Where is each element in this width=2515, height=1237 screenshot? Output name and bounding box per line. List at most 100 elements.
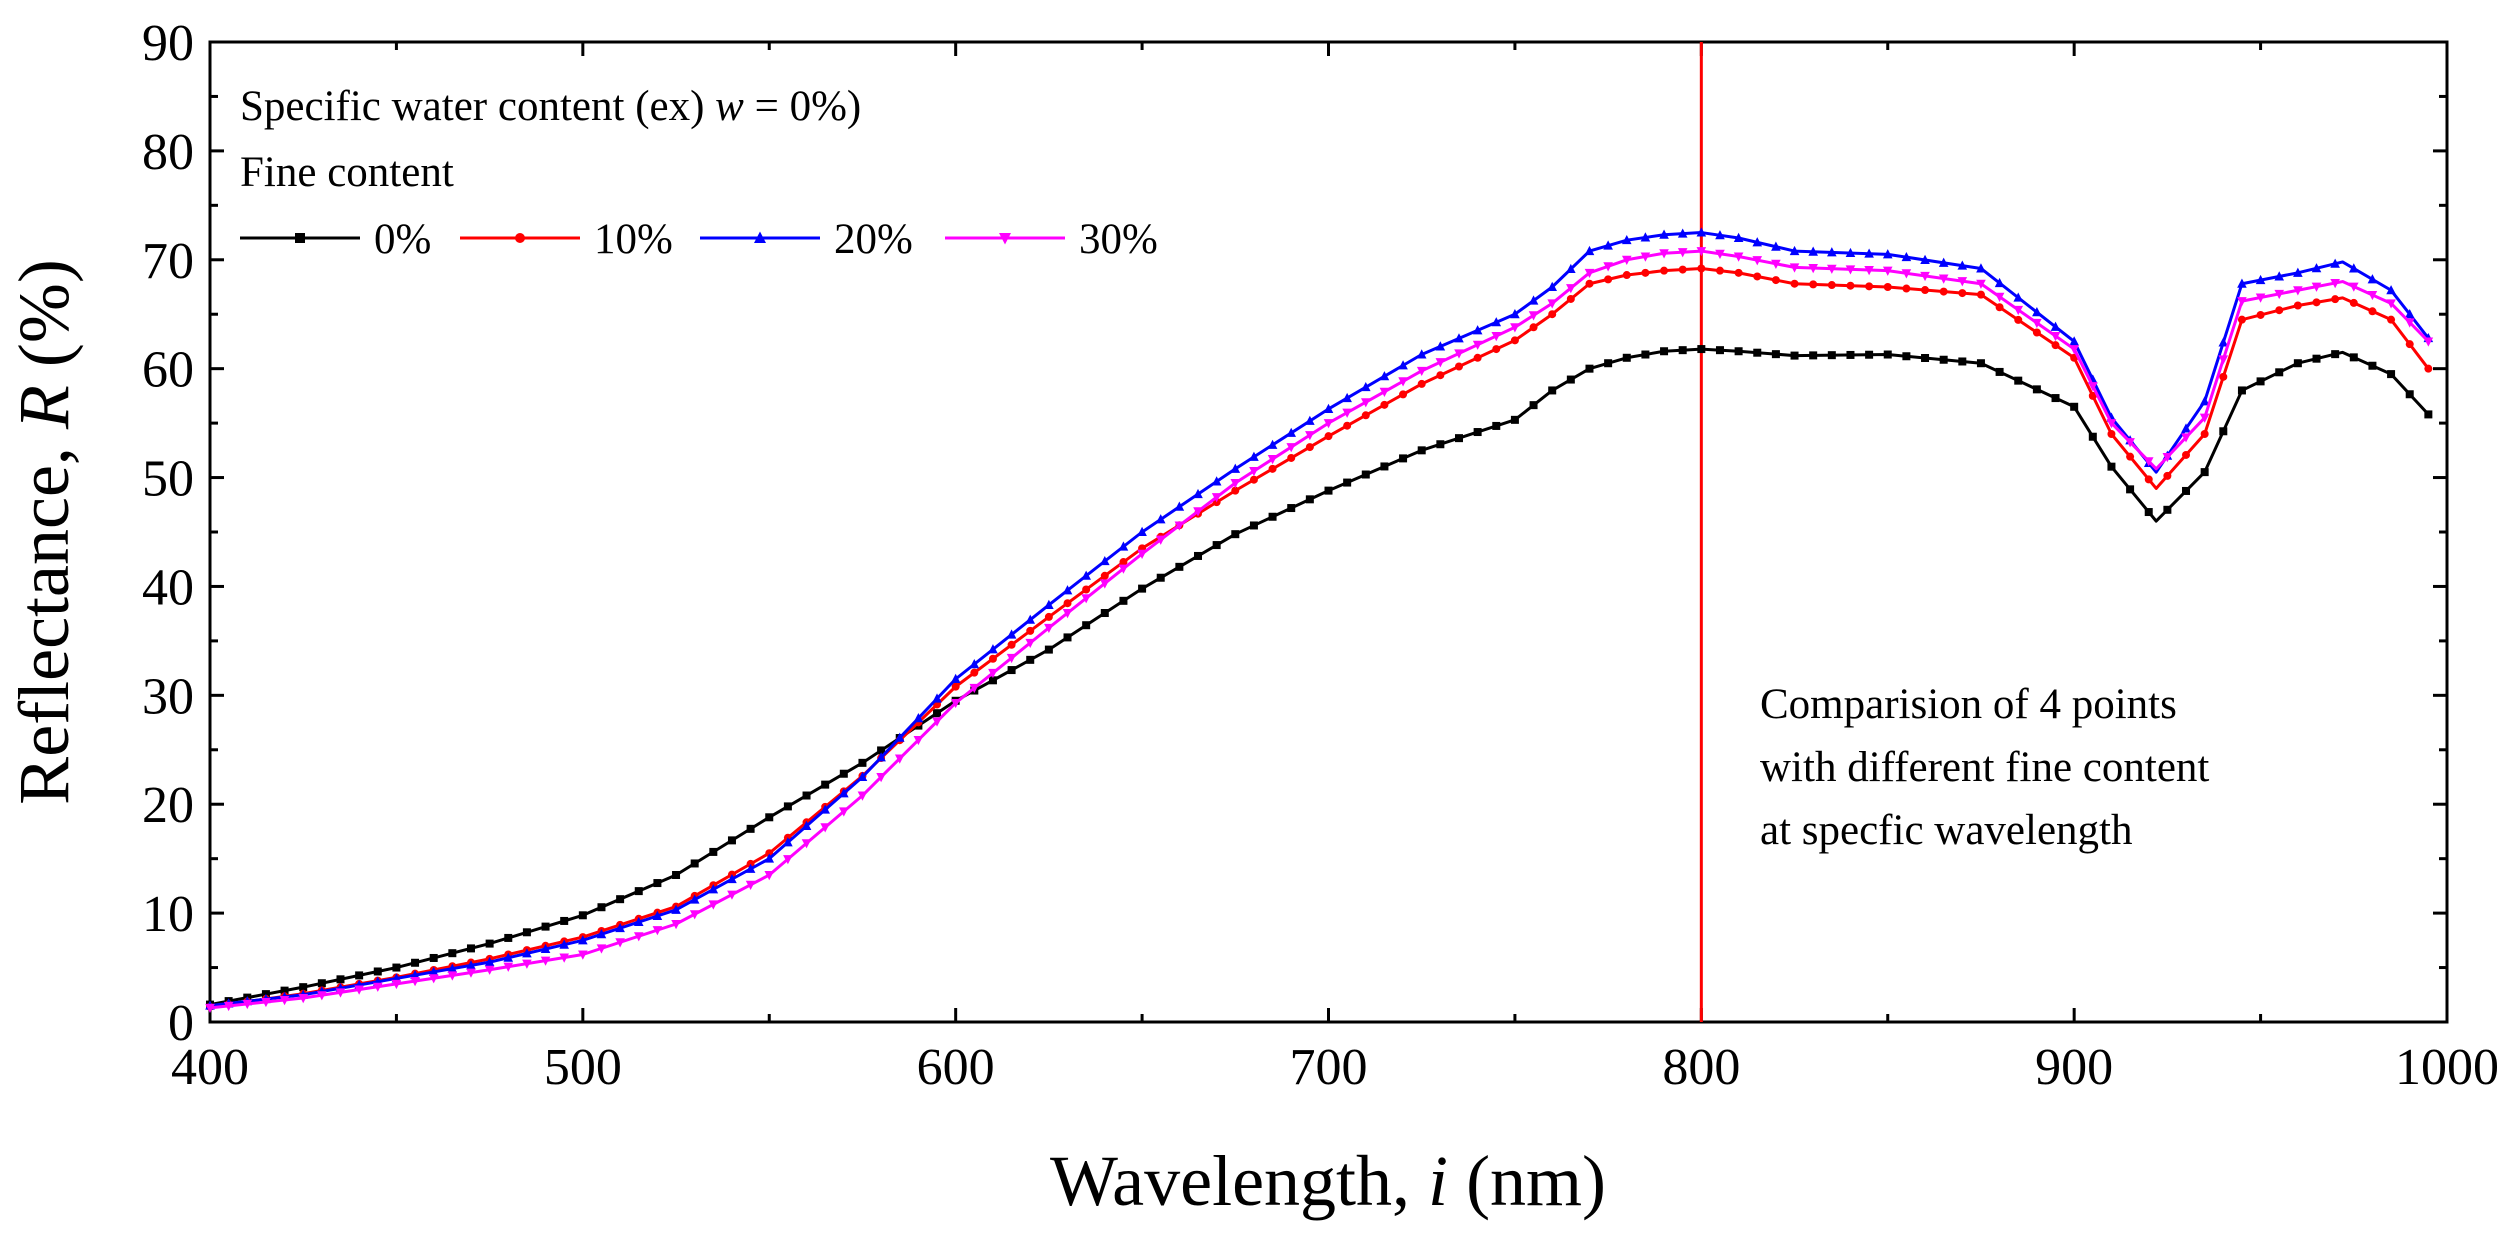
data-point (411, 958, 420, 967)
data-point (1324, 486, 1333, 495)
data-point (2032, 328, 2041, 337)
data-point (1921, 286, 1930, 295)
data-point (1118, 541, 1129, 551)
data-point (578, 950, 588, 960)
data-point (783, 837, 793, 847)
data-point (559, 953, 569, 963)
data-point (1100, 609, 1109, 618)
data-point (988, 676, 997, 685)
data-point (1417, 379, 1426, 388)
data-point (1827, 281, 1836, 290)
data-point (839, 807, 849, 817)
data-point (1641, 268, 1650, 277)
x-tick-label: 400 (171, 1039, 249, 1096)
data-point (950, 698, 961, 709)
data-point (1882, 266, 1893, 276)
data-point (1976, 290, 1985, 299)
data-point (1846, 281, 1855, 290)
data-point (1566, 263, 1576, 274)
data-point (1902, 352, 1911, 361)
data-point (708, 900, 719, 910)
data-point (2181, 433, 2191, 443)
data-point (754, 231, 766, 243)
data-point (1920, 271, 1930, 282)
data-point (821, 780, 830, 789)
data-point (1957, 277, 1968, 287)
data-point (1771, 350, 1780, 359)
data-point (1472, 340, 1483, 350)
data-point (2219, 372, 2228, 381)
data-point (242, 999, 253, 1010)
data-point (709, 847, 718, 856)
data-point (1323, 419, 1334, 429)
data-point (877, 746, 886, 755)
data-point (2349, 353, 2358, 362)
data-point (1789, 263, 1800, 273)
data-point (578, 935, 588, 945)
data-point (1267, 455, 1278, 465)
data-point (1119, 558, 1128, 567)
data-point (1510, 415, 1519, 424)
series-layer (205, 227, 2434, 1014)
data-point (2293, 301, 2302, 310)
data-point (1211, 493, 1222, 503)
data-point (1399, 390, 1408, 399)
data-point (1417, 446, 1426, 455)
data-point (1267, 439, 1278, 449)
data-point (1100, 579, 1110, 589)
data-point (802, 791, 811, 800)
data-point (1734, 347, 1743, 356)
data-point (1025, 638, 1036, 649)
data-point (298, 994, 309, 1004)
data-point (2386, 299, 2396, 309)
data-point (2405, 390, 2414, 399)
y-tick-label: 20 (142, 777, 194, 834)
data-point (597, 903, 606, 912)
data-point (2312, 298, 2321, 307)
data-point (2349, 298, 2358, 307)
data-point (2051, 341, 2060, 350)
data-point (2387, 315, 2396, 324)
data-point (1771, 259, 1781, 269)
data-point (1621, 234, 1632, 245)
data-point (615, 938, 625, 948)
data-point (820, 823, 830, 833)
legend-label: 30% (1079, 216, 1158, 263)
data-point (951, 682, 960, 691)
data-point (448, 949, 457, 958)
data-point (745, 880, 756, 890)
data-point (1752, 256, 1763, 266)
data-point (1864, 266, 1874, 276)
data-point (541, 922, 550, 931)
data-point (1585, 364, 1594, 373)
data-point (410, 969, 420, 980)
data-point (1305, 431, 1315, 441)
data-point (1994, 292, 2005, 302)
data-point (1491, 332, 1502, 342)
x-tick-label: 600 (917, 1039, 995, 1096)
data-point (2386, 285, 2396, 295)
data-point (336, 975, 345, 984)
data-point (1547, 299, 1557, 309)
data-point (933, 709, 942, 718)
data-point (1398, 360, 1408, 370)
data-point (1678, 265, 1687, 274)
data-point (727, 890, 737, 900)
data-point (2088, 391, 2097, 400)
data-point (1697, 345, 1706, 354)
data-point (2274, 289, 2285, 300)
data-point (1249, 451, 1259, 461)
data-point (857, 771, 868, 781)
data-point (1026, 626, 1035, 635)
data-point (634, 887, 643, 896)
data-point (1081, 594, 1091, 604)
data-point (1901, 251, 1912, 262)
data-point (1547, 281, 1557, 291)
x-tick-label: 700 (1290, 1039, 1368, 1096)
data-point (1677, 228, 1688, 238)
data-point (1771, 241, 1781, 251)
data-point (205, 1003, 215, 1014)
data-point (1939, 287, 1948, 296)
data-point (2013, 305, 2024, 316)
data-point (1827, 264, 1837, 274)
